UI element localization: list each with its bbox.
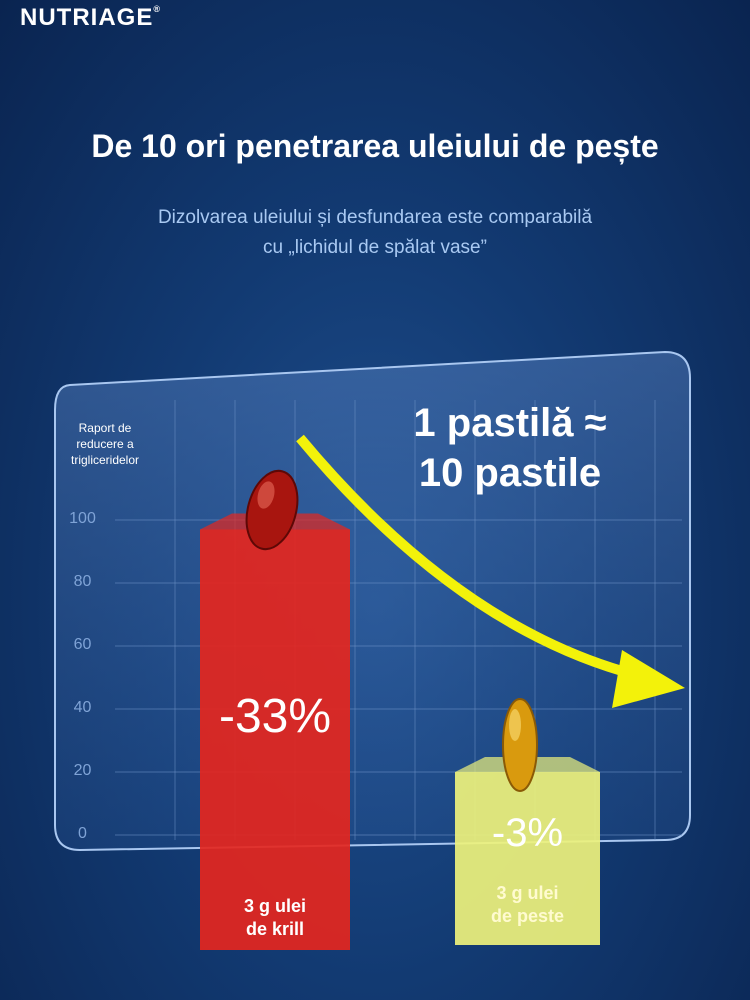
y-axis-label: Raport de reducere a trigliceridelor bbox=[70, 421, 140, 467]
subtitle: Dizolvarea uleiului și desfundarea este … bbox=[157, 207, 593, 258]
bar bbox=[200, 529, 350, 950]
arrow bbox=[296, 434, 642, 681]
title: De 10 ori penetrarea uleiului de pește bbox=[91, 128, 659, 164]
annotation: 1 pastilă ≈ 10 pastile bbox=[413, 401, 607, 495]
fish-capsule bbox=[502, 698, 538, 792]
y-tick-label: 0 bbox=[78, 825, 87, 842]
brand-mark: ® bbox=[153, 4, 161, 14]
y-tick-label: 100 bbox=[69, 510, 96, 527]
brand-name: NUTRIAGE bbox=[20, 4, 154, 31]
x-tick-label: 3 g ulei de krill bbox=[243, 896, 306, 939]
y-tick-label: 40 bbox=[73, 699, 92, 716]
y-tick-label: 20 bbox=[73, 762, 92, 779]
capsule-shine bbox=[509, 709, 521, 741]
arrow-head bbox=[612, 650, 685, 708]
bar-text: -3% bbox=[491, 811, 564, 855]
bar-text: -33% bbox=[218, 690, 332, 744]
y-tick-label: 60 bbox=[73, 636, 92, 653]
capsule-shine bbox=[257, 481, 275, 509]
y-tick-label: 80 bbox=[73, 573, 92, 590]
brand: NUTRIAGE® bbox=[20, 4, 161, 32]
bar bbox=[455, 772, 600, 945]
x-tick-label: 3 g ulei de peste bbox=[490, 883, 565, 926]
